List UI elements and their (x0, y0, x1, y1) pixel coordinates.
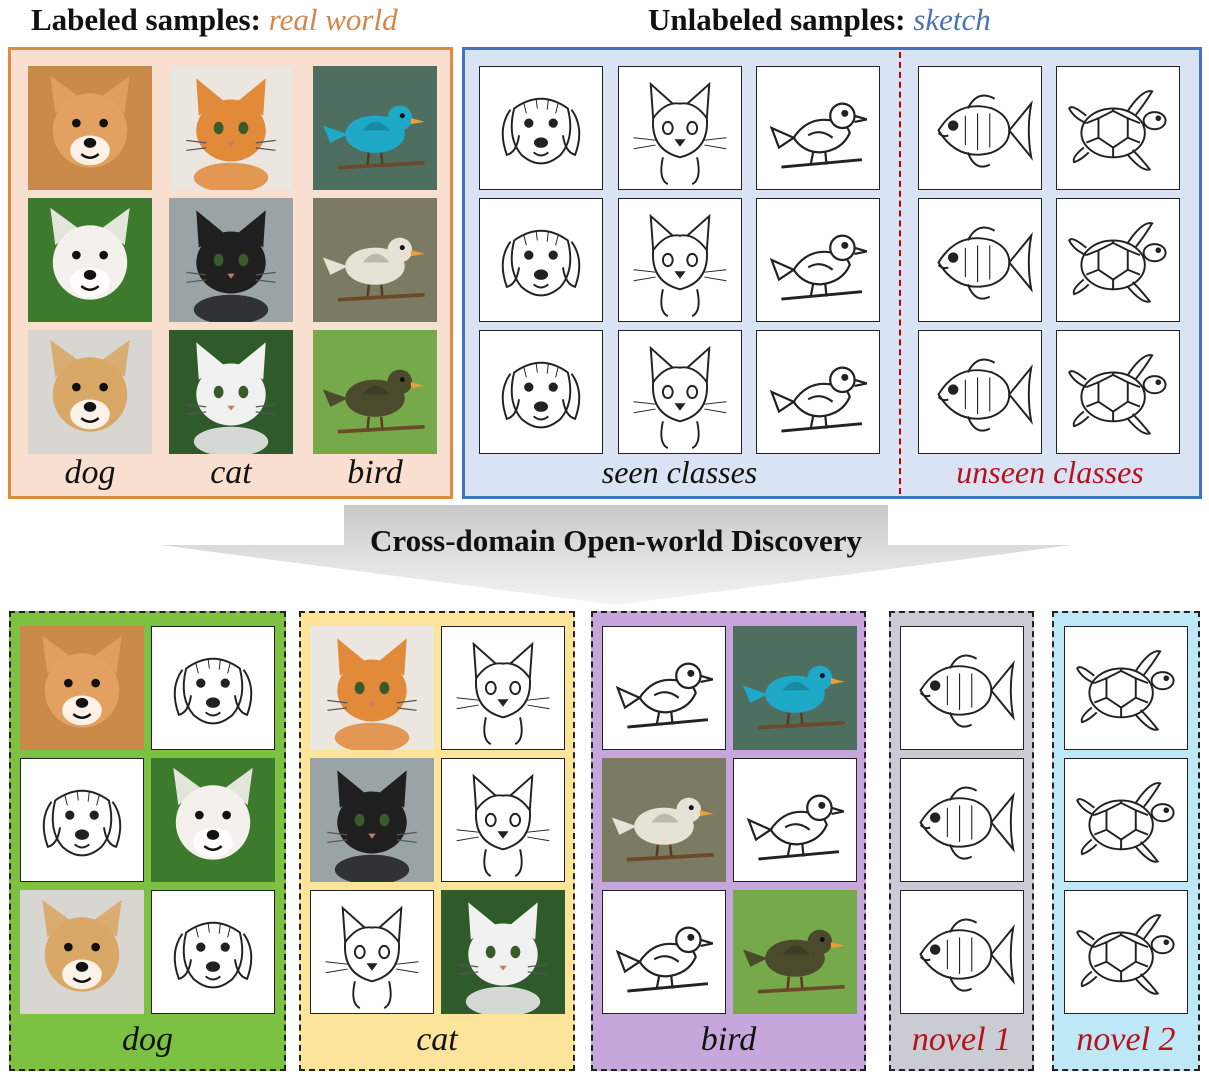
cluster-label: cat (416, 1021, 458, 1058)
dog-photo-icon (151, 758, 275, 882)
turtle-sketch-icon (1056, 66, 1180, 190)
dog-photo-icon (28, 330, 152, 454)
turtle-sketch-icon (1056, 198, 1180, 322)
bird-photo-icon (313, 66, 437, 190)
cat-photo-icon (310, 626, 434, 750)
cat-sketch-icon (618, 66, 742, 190)
dog-sketch-icon (479, 198, 603, 322)
unlabeled-samples-panel: seen classes unseen classes (462, 47, 1202, 499)
cat-photo-icon (169, 198, 293, 322)
labeled-domain-name: real world (268, 2, 398, 37)
turtle-sketch-icon (1064, 626, 1188, 750)
cat-sketch-icon (441, 758, 565, 882)
labeled-samples-panel: dog cat bird (8, 47, 453, 499)
dog-sketch-icon (20, 758, 144, 882)
unlabeled-samples-heading: Unlabeled samples: sketch (648, 2, 991, 38)
cat-photo-icon (169, 330, 293, 454)
cluster-dog: dog (9, 611, 286, 1071)
bird-sketch-icon (733, 758, 857, 882)
dog-photo-icon (20, 890, 144, 1014)
cluster-novel-2: novel 2 (1052, 611, 1200, 1071)
cluster-label: bird (700, 1021, 757, 1058)
bird-photo-icon (733, 626, 857, 750)
dog-sketch-icon (479, 330, 603, 454)
cat-sketch-icon (618, 198, 742, 322)
cluster-novel-1: novel 1 (889, 611, 1034, 1071)
fish-sketch-icon (918, 198, 1042, 322)
bird-photo-icon (602, 758, 726, 882)
cat-sketch-icon (441, 626, 565, 750)
fish-sketch-icon (900, 626, 1024, 750)
cat-photo-icon (169, 66, 293, 190)
cluster-label: dog (122, 1021, 173, 1058)
seen-unseen-divider (899, 52, 901, 494)
unlabeled-domain-name: sketch (913, 2, 991, 37)
dog-photo-icon (20, 626, 144, 750)
cluster-cat: cat (299, 611, 575, 1071)
labeled-samples-heading: Labeled samples: real world (31, 2, 398, 38)
fish-sketch-icon (918, 330, 1042, 454)
dog-sketch-icon (151, 626, 275, 750)
class-label-bird: bird (347, 454, 403, 491)
fish-sketch-icon (900, 758, 1024, 882)
dog-sketch-icon (151, 890, 275, 1014)
seen-classes-label: seen classes (601, 454, 758, 490)
process-label: Cross-domain Open-world Discovery (370, 523, 862, 558)
cluster-bird: bird (591, 611, 866, 1071)
dog-photo-icon (28, 66, 152, 190)
process-arrow (160, 505, 1072, 605)
bird-sketch-icon (602, 626, 726, 750)
turtle-sketch-icon (1064, 758, 1188, 882)
cat-photo-icon (441, 890, 565, 1014)
fish-sketch-icon (900, 890, 1024, 1014)
class-label-dog: dog (64, 454, 116, 491)
bird-sketch-icon (756, 330, 880, 454)
dog-sketch-icon (479, 66, 603, 190)
unlabeled-samples-title: Unlabeled samples: (648, 2, 906, 37)
bird-sketch-icon (756, 198, 880, 322)
labeled-samples-title: Labeled samples: (31, 2, 261, 37)
class-label-cat: cat (210, 454, 252, 491)
cluster-label: novel 1 (911, 1021, 1012, 1058)
bird-photo-icon (313, 198, 437, 322)
bird-sketch-icon (602, 890, 726, 1014)
turtle-sketch-icon (1056, 330, 1180, 454)
unseen-classes-label: unseen classes (956, 454, 1144, 490)
cat-sketch-icon (310, 890, 434, 1014)
turtle-sketch-icon (1064, 890, 1188, 1014)
dog-photo-icon (28, 198, 152, 322)
cluster-label: novel 2 (1076, 1021, 1176, 1058)
cat-sketch-icon (618, 330, 742, 454)
cat-photo-icon (310, 758, 434, 882)
bird-photo-icon (733, 890, 857, 1014)
fish-sketch-icon (918, 66, 1042, 190)
bird-sketch-icon (756, 66, 880, 190)
bird-photo-icon (313, 330, 437, 454)
